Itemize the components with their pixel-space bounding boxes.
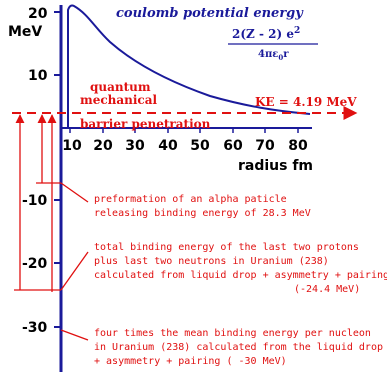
note: preformation of an alpha paticle releasi… (94, 194, 311, 219)
denominator-end: r (283, 49, 289, 60)
penetration-line: mechanical (80, 93, 158, 107)
x-label: radius fm (238, 158, 313, 174)
note-line: calculated from liquid drop + asymmetry … (94, 270, 387, 281)
note-line: four times the mean binding energy per n… (94, 328, 371, 339)
x-tick-label: 60 (223, 138, 243, 154)
note-line: releasing binding energy of 28.3 MeV (94, 208, 311, 219)
energy-arrows (14, 114, 89, 341)
note: total binding energy of the last two pro… (94, 242, 387, 295)
numerator: 2(Z - 2) e (232, 27, 294, 41)
formula-denominator: 4πε0r (258, 49, 289, 62)
note-line: (-24.4 MeV) (294, 284, 360, 295)
y-tick-label: -20 (22, 256, 48, 272)
y-tick-label: -30 (22, 320, 48, 336)
x-tick-label: 50 (190, 138, 210, 154)
x-tick-label: 10 (62, 138, 82, 154)
coulomb-curve (67, 4, 311, 128)
x-tick-label: 70 (255, 138, 275, 154)
y-tick-label: 10 (28, 68, 48, 84)
x-tick-label: 40 (158, 138, 178, 154)
y-tick-label: 20 (28, 6, 48, 22)
note-line: preformation of an alpha paticle (94, 194, 287, 205)
curve-label: coulomb potential energy (116, 6, 304, 21)
ke-label: KE = 4.19 MeV (255, 95, 357, 109)
subscript: 0 (278, 53, 283, 62)
x-ticks (69, 128, 299, 133)
x-tick-label: 20 (93, 138, 113, 154)
exponent: 2 (294, 26, 300, 36)
x-tick-label: 30 (125, 138, 145, 154)
formula-numerator: 2(Z - 2) e2 (232, 26, 300, 41)
note-line: plus last two neutrons in Uranium (238) (94, 256, 329, 267)
y-tick-label: -10 (22, 193, 48, 209)
denominator: 4πε (258, 49, 278, 60)
penetration-line: barrier penetration (80, 117, 211, 131)
note-line: + asymmetry + pairing ( -30 MeV) (94, 356, 287, 367)
note-line: total binding energy of the last two pro… (94, 242, 359, 253)
penetration-line: quantum (90, 80, 151, 94)
x-tick-labels: 10 20 30 40 50 60 70 80 (62, 138, 308, 154)
y-ticks (54, 11, 61, 328)
penetration-label: quantum mechanical barrier penetration (80, 80, 211, 131)
x-tick-label: 80 (288, 138, 308, 154)
note-line: in Uranium (238) calculated from the liq… (94, 342, 383, 353)
note: four times the mean binding energy per n… (94, 328, 383, 367)
y-unit: MeV (8, 24, 42, 40)
